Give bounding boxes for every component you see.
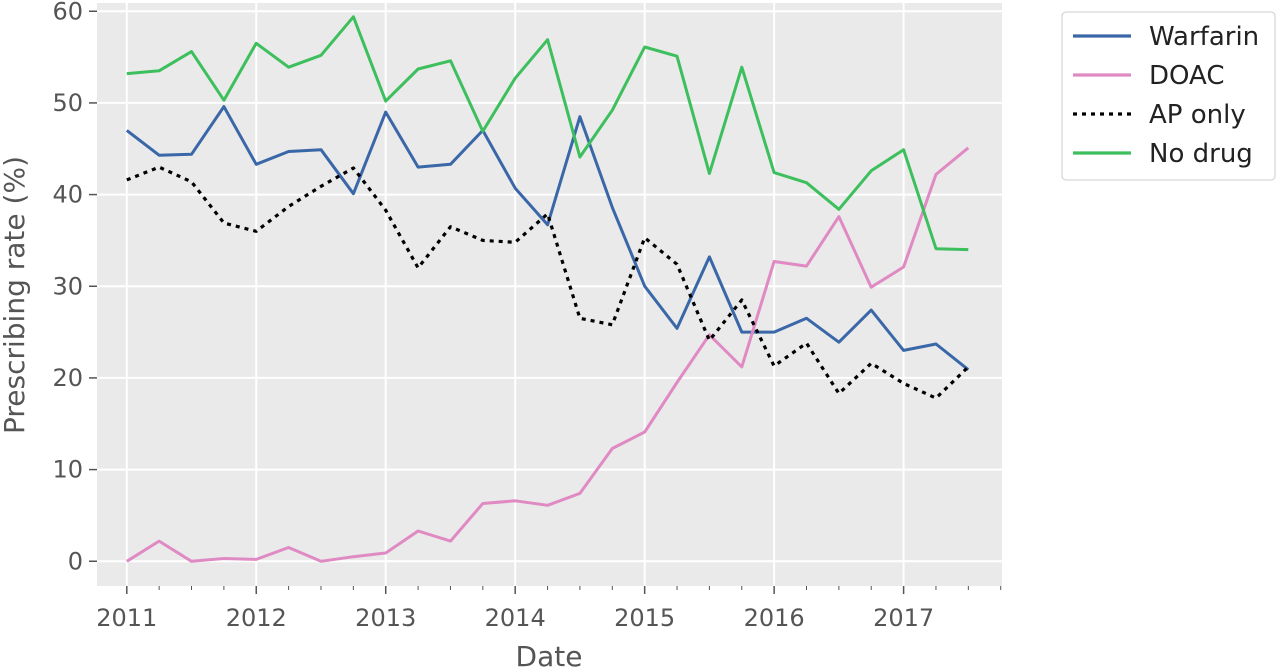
x-tick-label: 2011	[96, 604, 157, 632]
y-axis: 0 10 20 30 40 50 60	[52, 0, 97, 575]
legend: Warfarin DOAC AP only No drug	[1061, 11, 1276, 181]
y-tick-label: 30	[52, 272, 83, 300]
x-tick-label: 2015	[614, 604, 675, 632]
series-line-warfarin	[125, 105, 970, 371]
series-layer	[125, 15, 970, 563]
gridlines	[97, 3, 1002, 586]
legend-label-warfarin: Warfarin	[1149, 22, 1259, 52]
series-line-doac	[126, 146, 970, 563]
series-line-no-drug	[126, 15, 969, 252]
y-tick-label: 60	[52, 0, 83, 25]
legend-label-no-drug: No drug	[1149, 139, 1253, 169]
x-axis-title: Date	[516, 640, 583, 672]
y-tick-label: 40	[52, 181, 83, 209]
x-tick-label: 2016	[744, 604, 805, 632]
x-tick-label: 2014	[485, 604, 546, 632]
y-tick-label: 50	[52, 89, 83, 117]
x-tick-label: 2017	[873, 604, 934, 632]
legend-label-ap-only: AP only	[1149, 100, 1246, 130]
y-tick-label: 20	[52, 364, 83, 392]
x-tick-label: 2012	[226, 604, 287, 632]
y-tick-label: 10	[52, 456, 83, 484]
y-axis-title: Prescribing rate (%)	[0, 156, 31, 434]
plot-background	[97, 3, 1002, 586]
y-tick-label: 0	[68, 547, 83, 575]
x-tick-label: 2013	[355, 604, 416, 632]
legend-box	[1061, 11, 1276, 181]
series-line-ap-only	[126, 165, 970, 400]
x-axis: 2011 2012 2013 2014 2015 2016 2017	[96, 586, 1002, 632]
legend-label-doac: DOAC	[1149, 61, 1225, 91]
